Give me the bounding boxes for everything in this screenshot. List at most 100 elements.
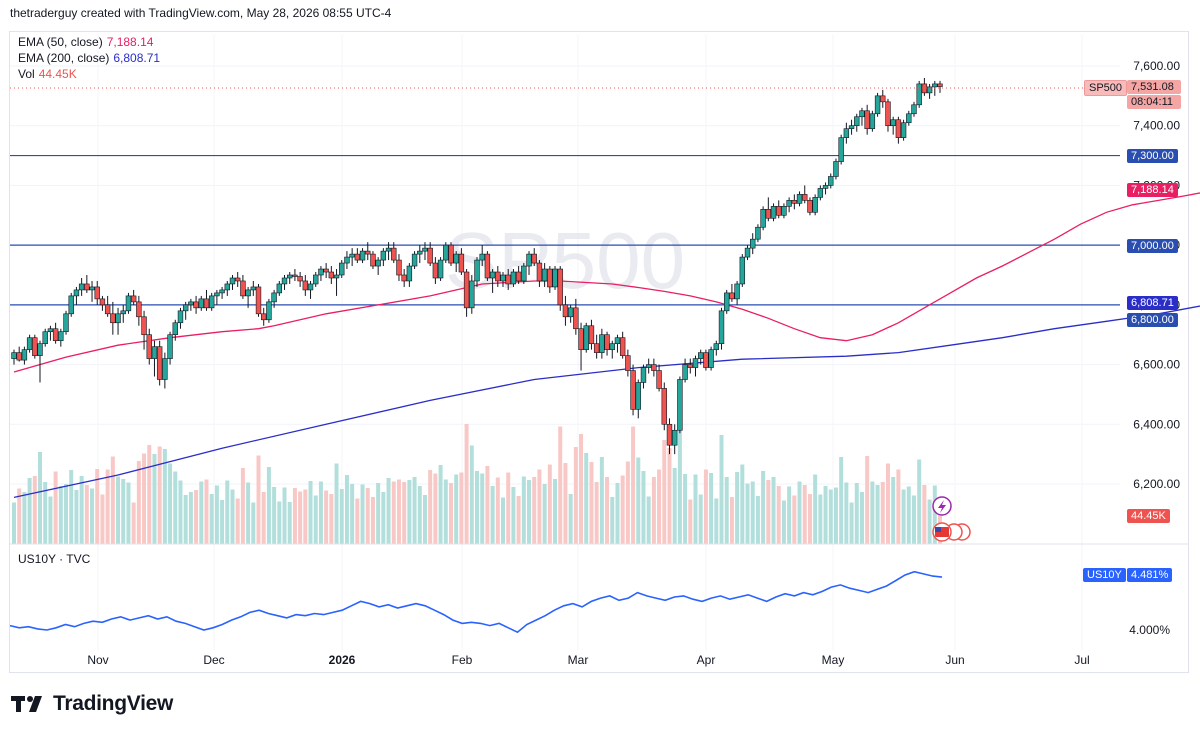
- volume-bar: [521, 476, 526, 544]
- candle-body: [177, 310, 184, 324]
- candle-body: [427, 247, 433, 264]
- candle-body: [724, 292, 730, 312]
- volume-bar: [844, 482, 849, 544]
- volume-bar: [298, 491, 303, 544]
- volume-bar: [272, 487, 277, 544]
- volume-bar: [922, 485, 927, 544]
- volume-bar: [376, 483, 381, 544]
- volume-bar: [313, 495, 318, 544]
- candle-body: [26, 337, 33, 350]
- candle-body: [162, 358, 168, 380]
- candle-body: [417, 250, 423, 255]
- grid-lines: [10, 35, 1120, 650]
- candle-body: [906, 113, 912, 124]
- candle-body: [349, 253, 355, 258]
- legend-ema50[interactable]: EMA (50, close) 7,188.14: [18, 34, 153, 50]
- volume-bar: [693, 474, 698, 544]
- time-tick-label: Feb: [452, 653, 473, 667]
- candle-body: [125, 295, 132, 312]
- candle-body: [552, 268, 558, 288]
- volume-bar: [542, 484, 547, 544]
- candle-body: [110, 313, 116, 324]
- candle-body: [302, 280, 309, 291]
- candle-body: [115, 313, 121, 324]
- candle-body: [146, 334, 152, 359]
- ema200-value: 6,808.71: [113, 51, 161, 65]
- volume-bar: [246, 482, 251, 544]
- time-tick-label: Nov: [87, 653, 108, 667]
- volume-bar: [334, 463, 339, 544]
- candle-body: [370, 253, 376, 267]
- candle-body: [333, 274, 340, 279]
- volume-bar: [69, 470, 74, 544]
- candle-body: [926, 86, 933, 94]
- candle-body: [307, 283, 314, 291]
- volume-bar: [53, 471, 58, 544]
- candle-body: [526, 253, 532, 267]
- volume-bar: [282, 487, 287, 544]
- candle-body: [219, 289, 225, 294]
- price-tick-label: 7,600.00: [1133, 59, 1180, 73]
- volume-bar: [719, 435, 724, 544]
- volume-bar: [761, 471, 766, 544]
- volume-bar: [308, 481, 313, 544]
- volume-bar: [766, 480, 771, 544]
- legend-us10y[interactable]: US10Y · TVC: [18, 552, 91, 566]
- volume-bar: [157, 446, 162, 544]
- volume-bar: [443, 479, 448, 544]
- symbol-tag: SP500: [1084, 80, 1128, 96]
- volume-bar: [636, 457, 641, 544]
- candle-body: [864, 110, 870, 129]
- volume-bar: [168, 463, 173, 544]
- level-6800-tag: 6,800.00: [1127, 313, 1178, 327]
- candle-body: [16, 352, 22, 361]
- candle-body: [287, 274, 293, 279]
- volume-bar: [147, 445, 152, 544]
- candle-body: [765, 209, 772, 219]
- time-tick-label: 2026: [329, 653, 356, 667]
- candle-body: [776, 206, 782, 216]
- yield-symbol-tag: US10Y: [1083, 568, 1126, 582]
- candle-body: [697, 352, 704, 359]
- candle-body: [911, 104, 917, 115]
- volume-bar: [79, 476, 84, 544]
- volume-bar: [438, 465, 443, 544]
- yield-tick-label: 4.000%: [1129, 623, 1170, 637]
- candle-body: [567, 307, 574, 318]
- candle-body: [791, 200, 798, 204]
- volume-bar: [116, 476, 121, 544]
- volume-bar: [318, 481, 323, 544]
- candle-body: [21, 349, 28, 361]
- candle-body: [536, 262, 543, 282]
- volume-bar: [579, 434, 584, 544]
- volume-bar: [880, 482, 885, 544]
- legend-vol[interactable]: Vol 44.45K: [18, 66, 77, 82]
- volume-bar: [781, 500, 786, 544]
- volume-bar: [495, 477, 500, 544]
- volume-bar: [256, 455, 261, 544]
- volume-bar: [417, 486, 422, 544]
- ema50-value: 7,188.14: [106, 35, 154, 49]
- volume-bar: [662, 440, 667, 544]
- volume-bar: [938, 500, 942, 544]
- volume-bar: [121, 479, 126, 544]
- candle-body: [755, 226, 761, 240]
- volume-bar: [266, 467, 271, 544]
- volume-bar: [932, 485, 937, 544]
- volume-bar: [927, 499, 932, 544]
- ema200-label: EMA (200, close): [18, 51, 110, 65]
- candle-body: [614, 337, 621, 344]
- yield-pane: 4.000%: [9, 570, 1170, 637]
- volume-bar: [750, 481, 755, 544]
- legend-ema200[interactable]: EMA (200, close) 6,808.71: [18, 50, 160, 66]
- candle-body: [297, 276, 303, 282]
- tradingview-logo[interactable]: TradingView: [11, 692, 173, 716]
- candle-body: [396, 259, 402, 276]
- volume-bar: [839, 457, 844, 544]
- time-tick-label: May: [822, 653, 845, 667]
- candle-body: [188, 301, 194, 306]
- ema200-tag: 6,808.71: [1127, 296, 1178, 310]
- candle-body: [796, 194, 803, 204]
- candle-body: [167, 334, 173, 359]
